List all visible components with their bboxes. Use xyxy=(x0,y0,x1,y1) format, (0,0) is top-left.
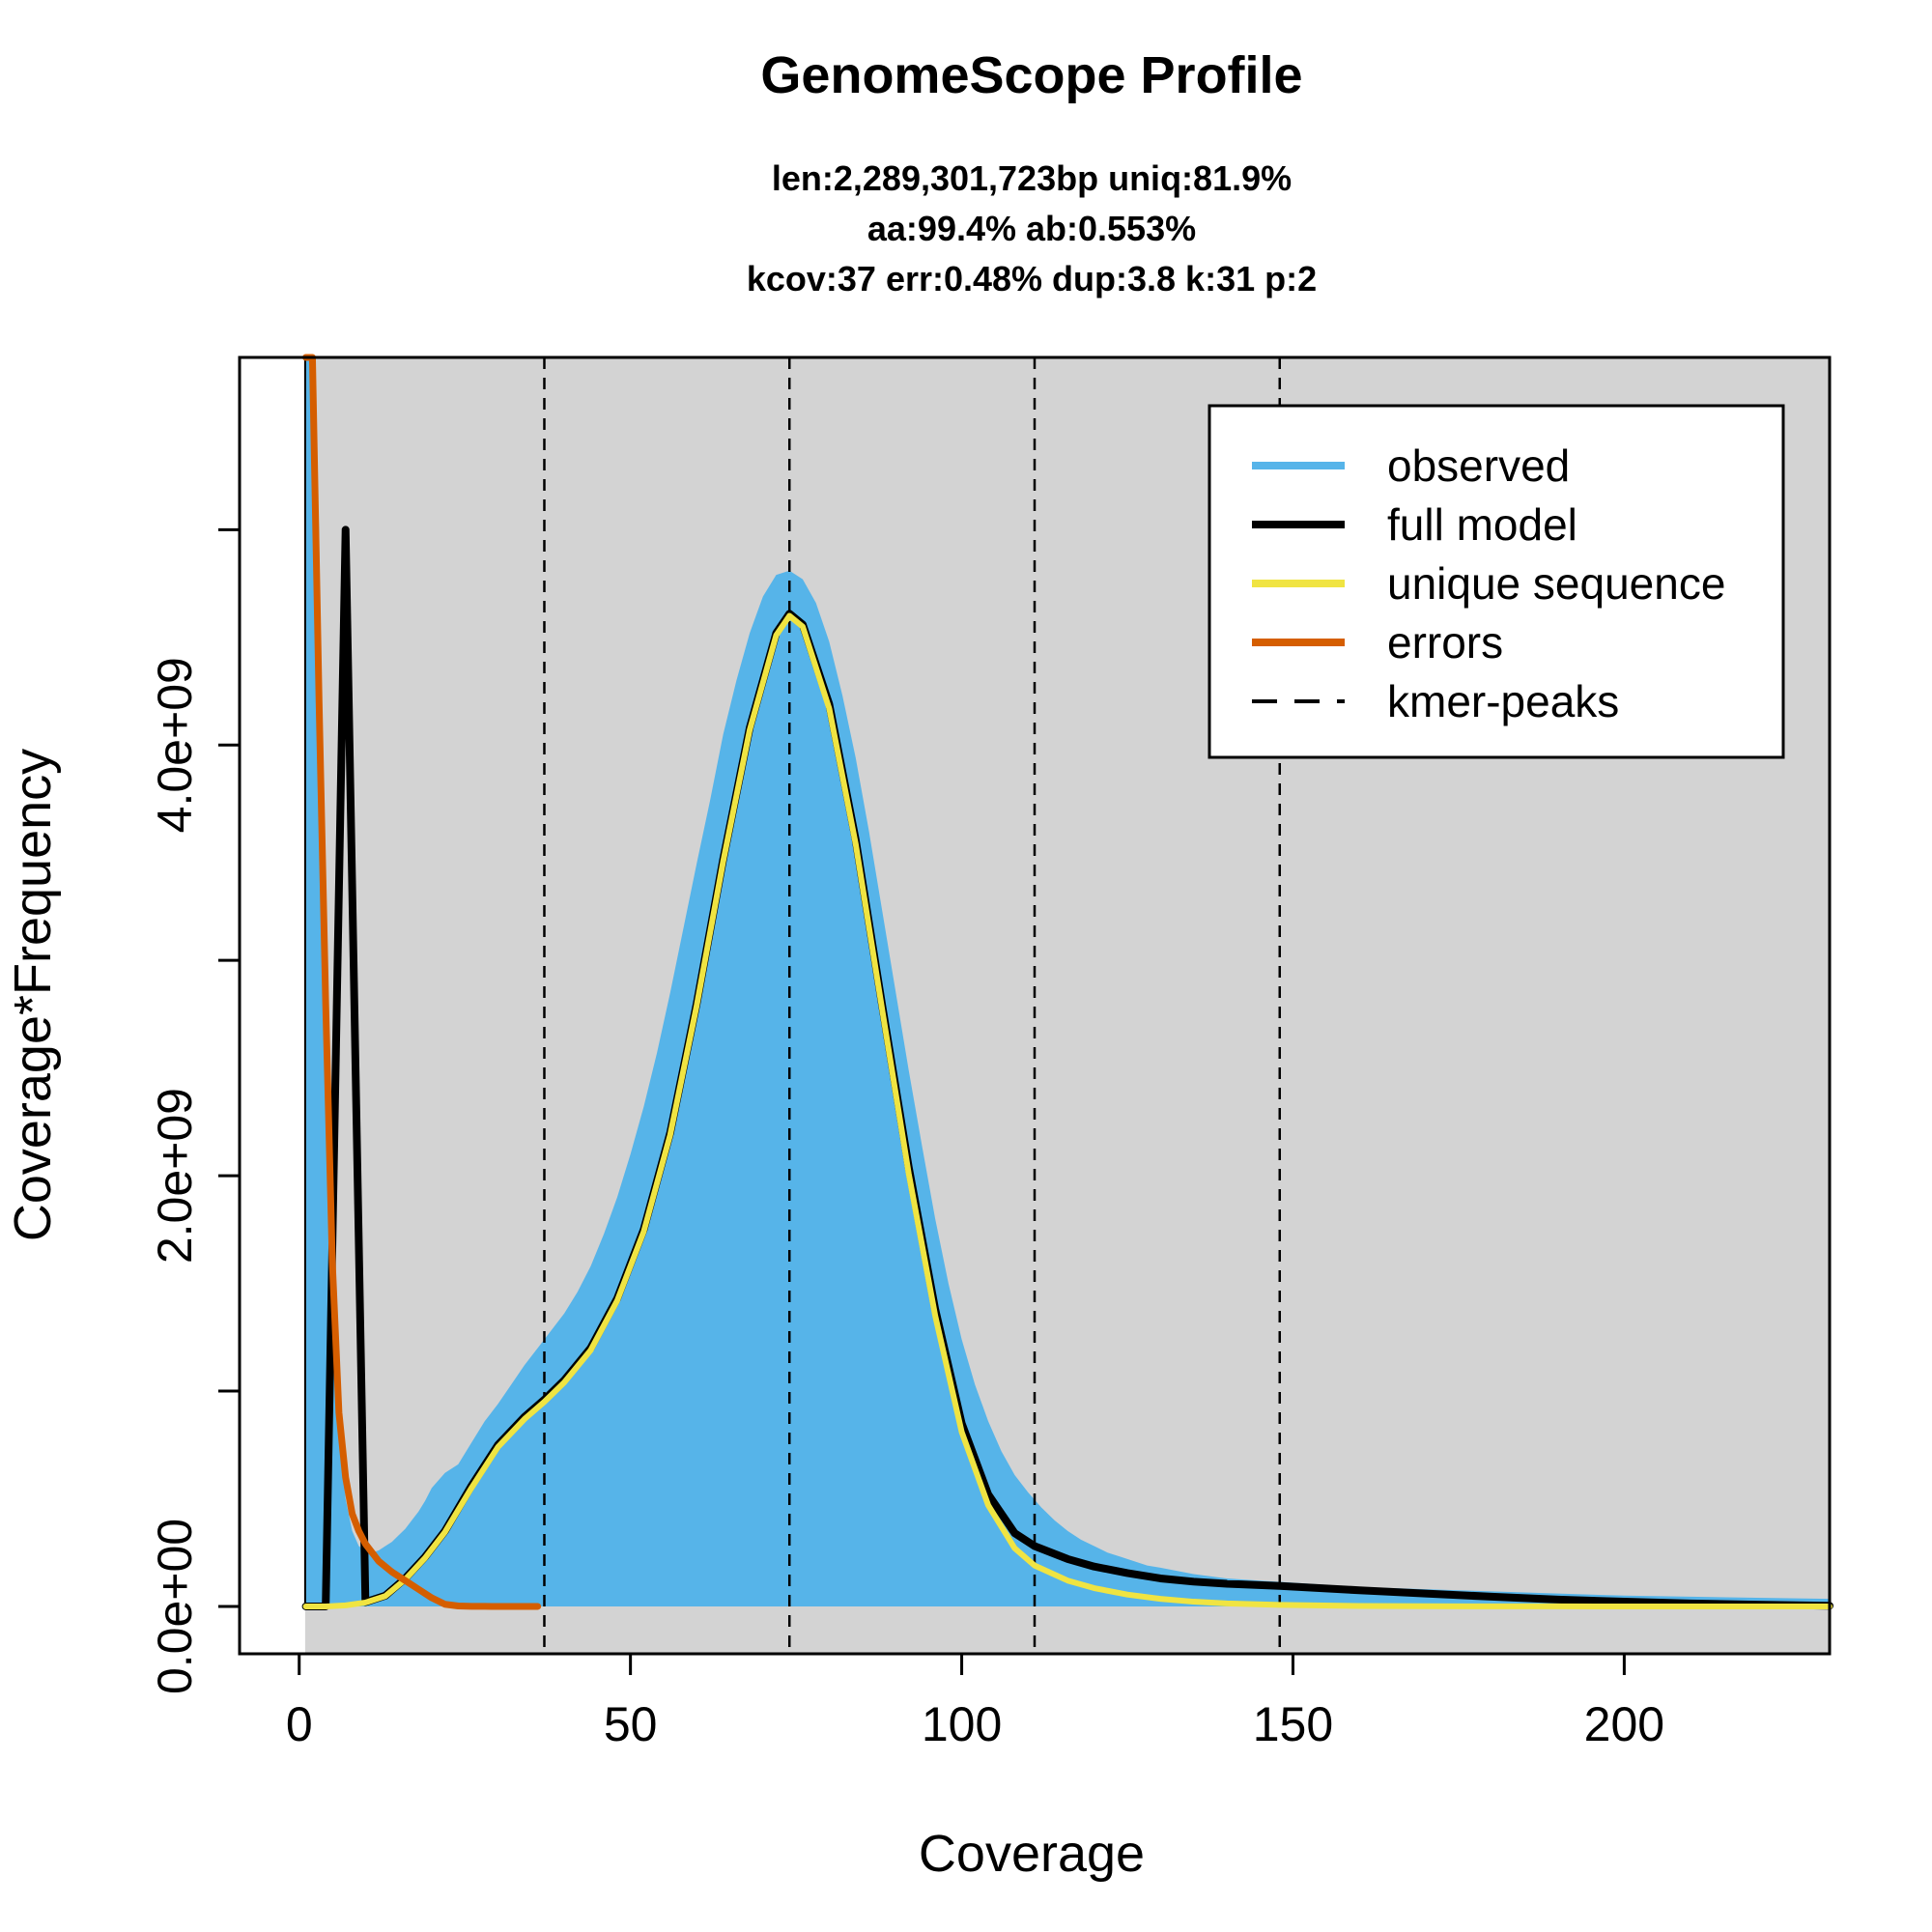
errors-series xyxy=(302,354,542,1610)
y-tick-label: 0.0e+00 xyxy=(148,1519,202,1694)
x-tick-label: 50 xyxy=(604,1697,658,1751)
plot-left-blank xyxy=(240,357,305,1654)
chart-title: GenomeScope Profile xyxy=(760,46,1302,104)
kmer-peaks-group xyxy=(543,357,1282,1654)
model-lines-group xyxy=(301,354,1833,1610)
axes-group: 0 50 100 150 200 0.0e+00 2.0e+09 4.0e+09 xyxy=(148,527,1664,1751)
chart-subtitle-line-1: len:2,289,301,723bp uniq:81.9% xyxy=(772,158,1292,198)
observed-series xyxy=(305,357,1830,1606)
y-axis-title: Coverage*Frequency xyxy=(4,749,62,1241)
y-tick-label: 2.0e+09 xyxy=(148,1088,202,1264)
legend-label: unique sequence xyxy=(1387,558,1725,609)
legend-label: errors xyxy=(1387,617,1503,668)
unique-sequence-series xyxy=(302,612,1833,1609)
x-tick-label: 200 xyxy=(1584,1697,1664,1751)
legend: observed full model unique sequence errors k… xyxy=(1208,404,1785,759)
y-tick-label: 4.0e+09 xyxy=(148,657,202,833)
observed-area-group xyxy=(240,357,1830,1654)
chart-subtitle-line-2: aa:99.4% ab:0.553% xyxy=(867,209,1196,248)
legend-label: kmer-peaks xyxy=(1387,676,1619,726)
x-tick-label: 0 xyxy=(286,1697,313,1751)
x-tick-label: 100 xyxy=(922,1697,1002,1751)
x-axis-title: Coverage xyxy=(919,1825,1145,1883)
legend-label: observed xyxy=(1387,440,1570,491)
legend-label: full model xyxy=(1387,499,1577,550)
chart-subtitle-line-3: kcov:37 err:0.48% dup:3.8 k:31 p:2 xyxy=(747,259,1317,298)
x-tick-label: 150 xyxy=(1253,1697,1333,1751)
